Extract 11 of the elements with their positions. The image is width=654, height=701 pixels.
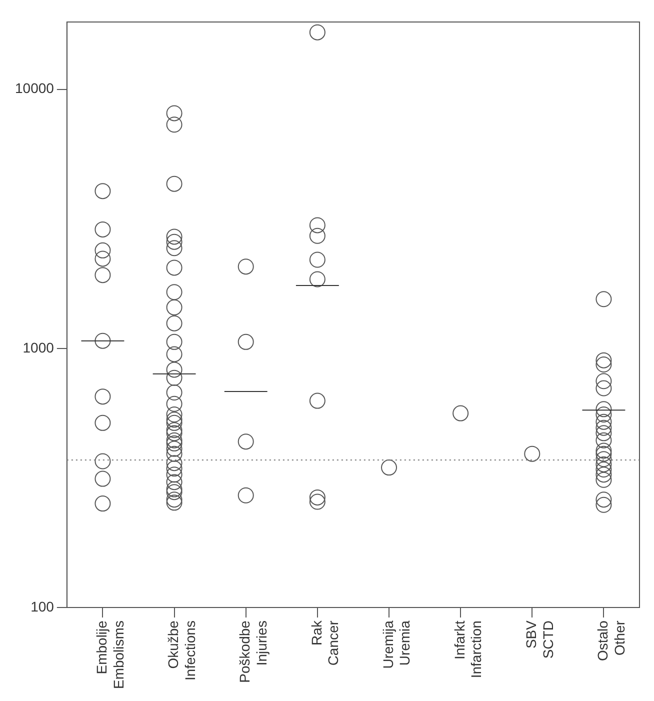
x-tick-label: Embolije Embolisms bbox=[94, 620, 126, 690]
x-tick-label: Okužbe Infections bbox=[165, 620, 198, 680]
y-tick-label: 10000 bbox=[14, 80, 54, 96]
x-tick-label: Uremija Uremia bbox=[380, 620, 413, 669]
x-tick-label: Ostalo Other bbox=[594, 620, 628, 662]
y-tick-label: 1000 bbox=[22, 339, 54, 356]
y-tick-label: 100 bbox=[30, 598, 54, 614]
x-tick-label: Infarkt Infarction bbox=[451, 620, 484, 678]
x-tick-label: SBV SCTD bbox=[523, 620, 556, 659]
x-tick-label: Poškodbe Injuries bbox=[236, 620, 270, 683]
x-tick-label: Rak Cancer bbox=[308, 620, 342, 666]
